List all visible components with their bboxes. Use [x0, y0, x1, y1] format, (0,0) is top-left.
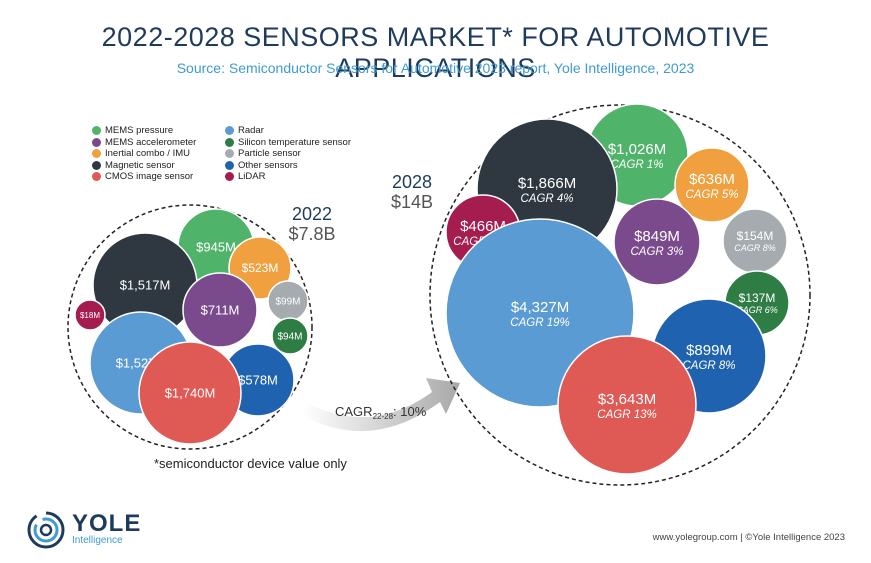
legend-swatch: [225, 172, 234, 182]
legend-label: Silicon temperature sensor: [238, 136, 351, 148]
footer-credit: www.yolegroup.com | ©Yole Intelligence 2…: [652, 532, 845, 543]
bubble-value-label: $1,866M: [518, 175, 576, 192]
year-2022: 2022: [291, 204, 333, 224]
bubble-value-label: $137M: [739, 291, 776, 305]
legend-item: Inertial combo / IMU: [92, 148, 225, 160]
bubble-mems-accelerometer: [182, 272, 258, 348]
bubble-value-label: $99M: [275, 297, 300, 308]
legend-label: CMOS image sensor: [105, 171, 194, 183]
growth-cagr-label: CAGR22-28: 10%: [335, 404, 427, 421]
legend-swatch: [92, 137, 101, 147]
bubble-value-label: $18M: [80, 311, 100, 320]
legend-label: Inertial combo / IMU: [105, 148, 190, 160]
bubble-cagr-label: CAGR 19%: [510, 317, 569, 329]
year-2028: 2028: [391, 172, 433, 192]
legend-label: MEMS accelerometer: [105, 136, 197, 148]
legend-swatch: [92, 172, 101, 182]
legend-swatch: [225, 160, 234, 170]
yole-logo: YOLE Intelligence: [26, 510, 141, 550]
bubble-value-label: $849M: [634, 228, 680, 245]
bubble-value-label: $945M: [196, 240, 236, 255]
bubble-value-label: $636M: [689, 171, 735, 188]
legend-item: Magnetic sensor: [92, 160, 225, 172]
footnote: *semiconductor device value only: [154, 456, 347, 471]
legend-label: LiDAR: [238, 171, 266, 183]
bubble-cagr-label: CAGR 1%: [610, 159, 663, 171]
bubble-cagr-label: CAGR 13%: [597, 409, 656, 421]
legend-item: Other sensors: [225, 160, 385, 172]
outer-dashed-circle: [429, 104, 811, 486]
legend-label: MEMS pressure: [105, 125, 174, 137]
chart-title: 2022-2028 SENSORS MARKET* FOR AUTOMOTIVE…: [101, 22, 770, 83]
bubble-value-label: $1,026M: [608, 141, 666, 158]
bubble-cmos-image-sensor: [557, 335, 697, 475]
legend-swatch: [92, 160, 101, 170]
total-2028: $14B: [390, 192, 434, 212]
bubble-value-label: $94M: [277, 332, 302, 343]
total-2022: $7.8B: [288, 224, 336, 244]
outer-dashed-circle: [67, 204, 313, 450]
legend-label: Magnetic sensor: [105, 159, 175, 171]
legend-swatch: [92, 149, 101, 159]
bubble-cagr-label: CAGR 5%: [685, 189, 738, 201]
bubble-value-label: $1,517M: [120, 278, 171, 293]
logo-sub: Intelligence: [72, 535, 123, 546]
yole-logo-icon: [27, 511, 65, 549]
growth-arrow: [303, 378, 460, 432]
bubble-value-label: $899M: [686, 342, 732, 359]
bubble-value-label: $711M: [201, 303, 240, 318]
legend-item: CMOS image sensor: [92, 171, 225, 183]
bubble-value-label: $3,643M: [598, 391, 656, 408]
bubble-cagr-label: CAGR 6%: [736, 305, 778, 315]
legend-item: MEMS pressure: [92, 125, 225, 137]
bubble-value-label: $154M: [737, 229, 774, 243]
bubble-value-label: $523M: [242, 261, 279, 275]
chart-subtitle: Source: Semiconductor Sensors for Automo…: [176, 60, 695, 76]
legend-item: Particle sensor: [225, 148, 385, 160]
legend-item: LiDAR: [225, 171, 385, 183]
legend-swatch: [225, 137, 234, 147]
legend-item: Silicon temperature sensor: [225, 137, 385, 149]
legend: MEMS pressure Radar MEMS accelerometer Sili…: [92, 125, 392, 183]
bubble-cagr-label: CAGR 8%: [682, 360, 735, 372]
legend-label: Radar: [238, 125, 264, 137]
bubble-cagr-label: CAGR 4%: [520, 193, 573, 205]
bubble-value-label: $4,327M: [511, 299, 569, 316]
year-label-2028: 2028 $14B: [372, 172, 452, 212]
bubble-cagr-label: CAGR 3%: [630, 246, 683, 258]
legend-swatch: [225, 149, 234, 159]
legend-swatch: [92, 126, 101, 136]
legend-label: Other sensors: [238, 159, 298, 171]
legend-label: Particle sensor: [238, 148, 301, 160]
logo-name: YOLE: [72, 510, 142, 537]
bubble-value-label: $1,740M: [165, 386, 216, 401]
bubble-cagr-label: CAGR 8%: [734, 243, 776, 253]
bubble-inertial-combo-imu: [674, 147, 750, 223]
bubble-cmos-image-sensor: [138, 341, 242, 445]
bubble-silicon-temperature-sensor: [271, 317, 309, 355]
legend-item: Radar: [225, 125, 385, 137]
bubble-group-2022: $945M$1,517M$523M$711M$99M$18M$94M$1,527…: [67, 204, 313, 450]
bubble-value-label: $578M: [238, 373, 278, 388]
bubble-mems-accelerometer: [613, 198, 701, 286]
legend-swatch: [225, 126, 234, 136]
year-label-2022: 2022 $7.8B: [272, 204, 352, 244]
bubble-lidar: [74, 299, 106, 331]
legend-item: MEMS accelerometer: [92, 137, 225, 149]
